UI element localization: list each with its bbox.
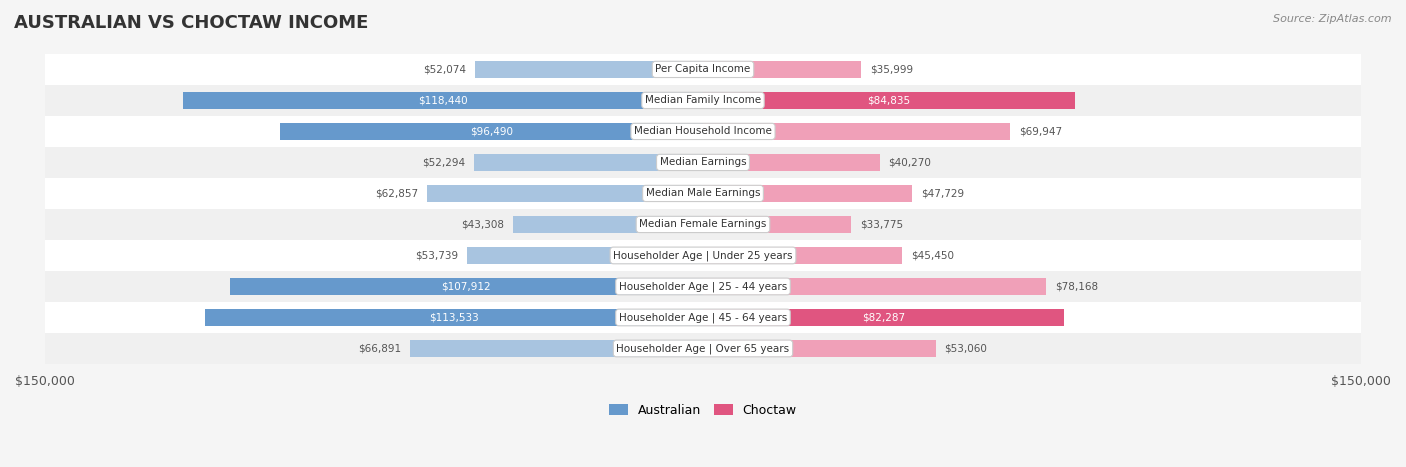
Legend: Australian, Choctaw: Australian, Choctaw — [605, 399, 801, 422]
Text: $52,294: $52,294 — [422, 157, 465, 168]
Text: $78,168: $78,168 — [1054, 282, 1098, 291]
Bar — [703, 247, 903, 264]
Text: $113,533: $113,533 — [429, 312, 479, 322]
Text: $45,450: $45,450 — [911, 250, 955, 261]
Text: $43,308: $43,308 — [461, 219, 505, 229]
Text: Median Family Income: Median Family Income — [645, 95, 761, 106]
Text: $96,490: $96,490 — [470, 127, 513, 136]
Text: $33,775: $33,775 — [860, 219, 903, 229]
Text: Householder Age | Over 65 years: Householder Age | Over 65 years — [616, 343, 790, 354]
Bar — [703, 340, 936, 357]
Bar — [703, 92, 1076, 109]
Bar — [229, 278, 703, 295]
Text: Median Household Income: Median Household Income — [634, 127, 772, 136]
Bar — [703, 278, 1046, 295]
Bar — [280, 123, 703, 140]
Bar — [45, 302, 1361, 333]
Text: $82,287: $82,287 — [862, 312, 905, 322]
Bar — [467, 247, 703, 264]
Bar — [45, 240, 1361, 271]
Text: $66,891: $66,891 — [357, 343, 401, 354]
Bar — [45, 178, 1361, 209]
Bar — [183, 92, 703, 109]
Bar — [703, 309, 1064, 326]
Text: Householder Age | 25 - 44 years: Householder Age | 25 - 44 years — [619, 281, 787, 292]
Bar — [205, 309, 703, 326]
Text: $52,074: $52,074 — [423, 64, 465, 74]
Text: Median Female Earnings: Median Female Earnings — [640, 219, 766, 229]
Bar — [703, 185, 912, 202]
Bar — [475, 61, 703, 78]
Text: $69,947: $69,947 — [1018, 127, 1062, 136]
Bar — [474, 154, 703, 171]
Bar — [45, 147, 1361, 178]
Text: $40,270: $40,270 — [889, 157, 931, 168]
Text: Median Earnings: Median Earnings — [659, 157, 747, 168]
Text: AUSTRALIAN VS CHOCTAW INCOME: AUSTRALIAN VS CHOCTAW INCOME — [14, 14, 368, 32]
Bar — [427, 185, 703, 202]
Text: Householder Age | Under 25 years: Householder Age | Under 25 years — [613, 250, 793, 261]
Text: Per Capita Income: Per Capita Income — [655, 64, 751, 74]
Text: $53,739: $53,739 — [415, 250, 458, 261]
Text: $47,729: $47,729 — [921, 188, 965, 198]
Bar — [45, 85, 1361, 116]
Text: $62,857: $62,857 — [375, 188, 419, 198]
Bar — [45, 333, 1361, 364]
Text: $107,912: $107,912 — [441, 282, 491, 291]
Bar — [409, 340, 703, 357]
Text: $53,060: $53,060 — [945, 343, 987, 354]
Text: Householder Age | 45 - 64 years: Householder Age | 45 - 64 years — [619, 312, 787, 323]
Text: $84,835: $84,835 — [868, 95, 911, 106]
Text: Source: ZipAtlas.com: Source: ZipAtlas.com — [1274, 14, 1392, 24]
Text: $35,999: $35,999 — [870, 64, 912, 74]
Text: $118,440: $118,440 — [419, 95, 468, 106]
Bar — [703, 216, 851, 233]
Bar — [45, 209, 1361, 240]
Bar — [45, 54, 1361, 85]
Bar — [45, 271, 1361, 302]
Bar — [703, 61, 860, 78]
Bar — [703, 154, 880, 171]
Text: Median Male Earnings: Median Male Earnings — [645, 188, 761, 198]
Bar — [513, 216, 703, 233]
Bar — [703, 123, 1010, 140]
Bar — [45, 116, 1361, 147]
